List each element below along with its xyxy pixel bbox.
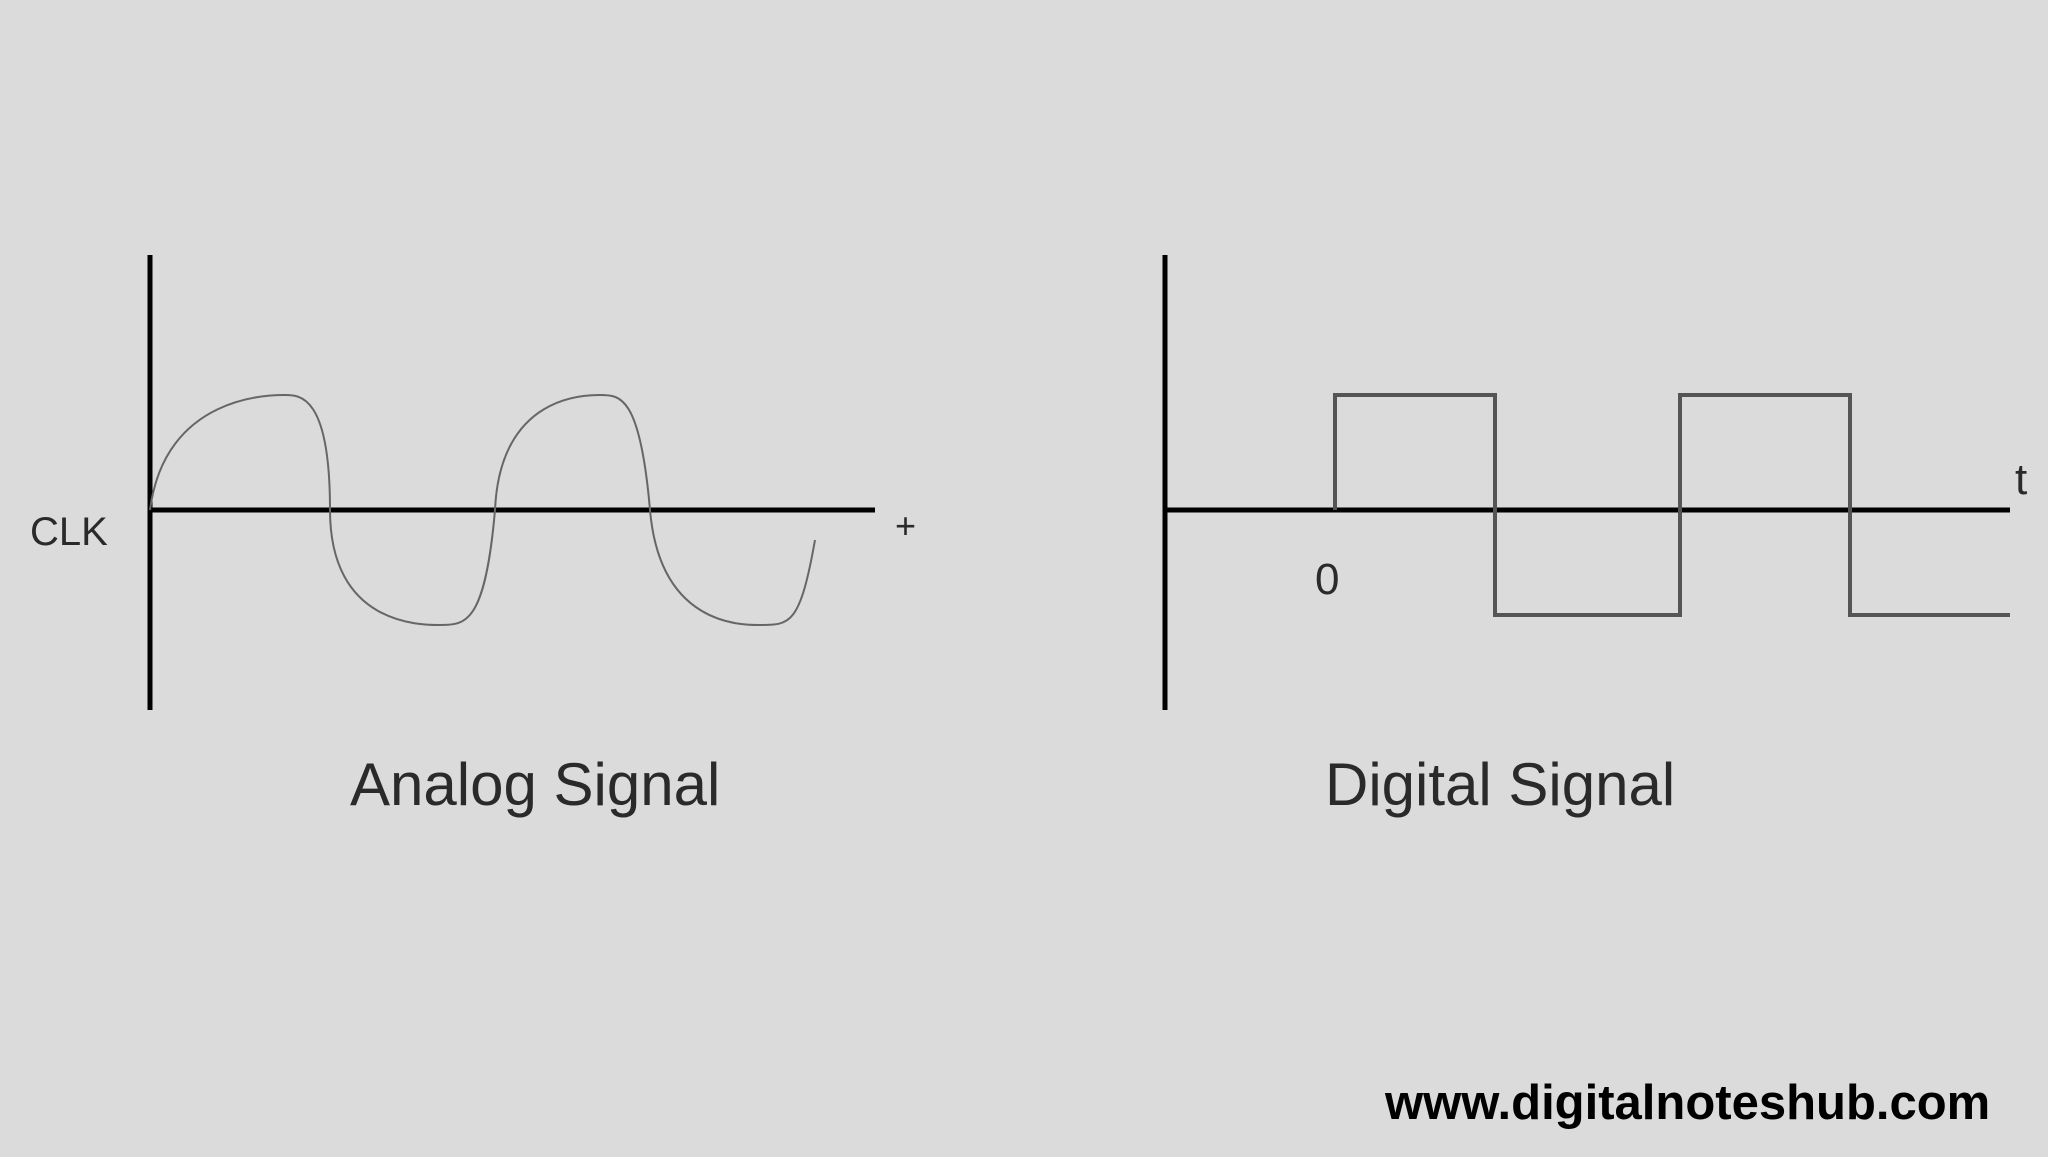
watermark-text: www.digitalnoteshub.com — [1385, 1075, 1990, 1131]
analog-caption: Analog Signal — [350, 750, 720, 819]
signal-diagram: CLK + Analog Signal t 0 Digital Signal w… — [0, 0, 2048, 1152]
digital-wave — [1335, 395, 2010, 615]
analog-x-label: + — [895, 505, 916, 547]
digital-x-label: t — [2015, 455, 2027, 505]
diagram-svg — [0, 0, 2048, 1152]
digital-caption: Digital Signal — [1325, 750, 1675, 819]
analog-y-label: CLK — [30, 510, 108, 555]
digital-zero-label: 0 — [1315, 555, 1339, 605]
